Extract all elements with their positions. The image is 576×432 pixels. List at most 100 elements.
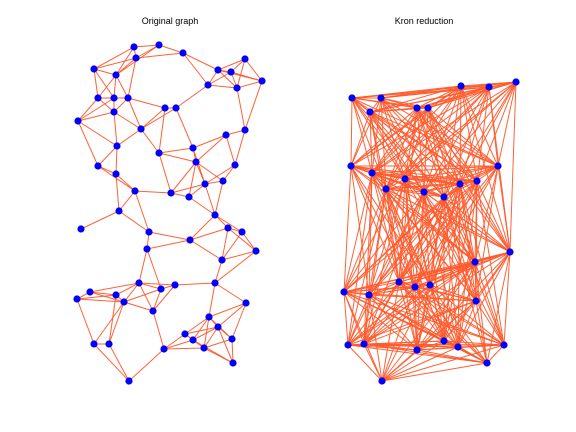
original-graph-node — [192, 158, 199, 165]
kron-reduction-node — [500, 341, 507, 348]
kron-reduction-node — [424, 104, 431, 111]
kron-reduction-node — [378, 377, 385, 384]
kron-reduction-node — [377, 94, 384, 101]
original-graph-title: Original graph — [142, 16, 199, 26]
original-graph-node — [105, 340, 112, 347]
kron-reduction-node — [512, 78, 519, 85]
original-graph-node — [113, 142, 120, 149]
original-graph-node — [94, 94, 101, 101]
original-graph-node — [205, 313, 212, 320]
original-graph-node — [211, 211, 218, 218]
original-graph-node — [149, 307, 156, 314]
original-graph-node — [157, 285, 164, 292]
original-graph-node — [229, 359, 236, 366]
original-graph-node — [189, 144, 196, 151]
original-graph-node — [120, 298, 127, 305]
original-graph-node — [241, 55, 248, 62]
kron-reduction-node — [485, 83, 492, 90]
original-graph-node — [110, 108, 117, 115]
kron-reduction-node — [413, 104, 420, 111]
original-graph-node — [219, 177, 226, 184]
kron-reduction-node — [440, 193, 447, 200]
kron-reduction-title: Kron reduction — [395, 16, 454, 26]
original-graph-node — [145, 228, 152, 235]
original-graph-node — [214, 323, 221, 330]
original-graph-node — [200, 344, 207, 351]
kron-reduction-node — [411, 283, 418, 290]
original-graph-node — [73, 295, 80, 302]
original-graph-node — [130, 43, 137, 50]
original-graph-node — [124, 94, 131, 101]
original-graph-node — [252, 247, 259, 254]
original-graph-node — [201, 180, 208, 187]
original-graph-node — [214, 66, 221, 73]
original-graph-node — [74, 117, 81, 124]
original-graph-node — [242, 299, 249, 306]
original-graph-node — [132, 54, 139, 61]
kron-reduction-node — [456, 180, 463, 187]
original-graph-node — [186, 236, 193, 243]
original-graph-node — [86, 288, 93, 295]
original-graph-node — [155, 149, 162, 156]
original-graph-node — [94, 162, 101, 169]
original-graph-node — [131, 187, 138, 194]
original-graph-node — [189, 336, 196, 343]
original-graph-node — [155, 41, 162, 48]
original-graph-node — [167, 189, 174, 196]
original-graph-node — [258, 77, 265, 84]
original-graph-node — [238, 228, 245, 235]
original-graph-node — [90, 65, 97, 72]
original-graph-node — [112, 291, 119, 298]
kron-reduction-node — [473, 177, 480, 184]
original-graph-node — [137, 125, 144, 132]
original-graph-node — [241, 126, 248, 133]
kron-reduction-node — [395, 278, 402, 285]
original-graph-node — [161, 104, 168, 111]
kron-reduction-node — [366, 108, 373, 115]
kron-reduction-node — [454, 343, 461, 350]
original-graph-node — [222, 131, 229, 138]
kron-reduction-node — [360, 340, 367, 347]
kron-reduction-node — [382, 185, 389, 192]
kron-reduction-node — [426, 281, 433, 288]
kron-reduction-node — [506, 248, 513, 255]
kron-reduction-node — [457, 82, 464, 89]
original-graph-node — [110, 94, 117, 101]
original-graph-node — [172, 104, 179, 111]
original-graph-node — [135, 279, 142, 286]
original-graph-node — [224, 224, 231, 231]
kron-reduction-node — [440, 337, 447, 344]
kron-reduction-node — [368, 169, 375, 176]
original-graph-node — [143, 245, 150, 252]
original-graph-node — [228, 335, 235, 342]
original-graph-node — [90, 340, 97, 347]
original-graph-node — [211, 279, 218, 286]
original-graph-node — [112, 71, 119, 78]
kron-reduction-node — [344, 341, 351, 348]
original-graph-node — [227, 68, 234, 75]
original-graph-node — [125, 377, 132, 384]
kron-reduction-node — [471, 258, 478, 265]
kron-reduction-node — [347, 162, 354, 169]
kron-reduction-node — [494, 162, 501, 169]
original-graph-node — [77, 225, 84, 232]
kron-reduction-node — [420, 188, 427, 195]
original-graph-node — [204, 81, 211, 88]
kron-reduction-node — [365, 291, 372, 298]
original-graph-node — [233, 84, 240, 91]
kron-reduction-node — [472, 297, 479, 304]
original-graph-node — [115, 207, 122, 214]
original-graph-node — [112, 170, 119, 177]
original-graph-node — [171, 281, 178, 288]
kron-reduction-node — [483, 359, 490, 366]
original-graph-node — [185, 193, 192, 200]
original-graph-node — [231, 161, 238, 168]
original-graph-node — [179, 49, 186, 56]
kron-reduction-node — [401, 175, 408, 182]
original-graph-node — [181, 330, 188, 337]
kron-reduction-node — [413, 346, 420, 353]
kron-reduction-node — [348, 94, 355, 101]
original-graph-node — [160, 345, 167, 352]
original-graph-node — [218, 256, 225, 263]
